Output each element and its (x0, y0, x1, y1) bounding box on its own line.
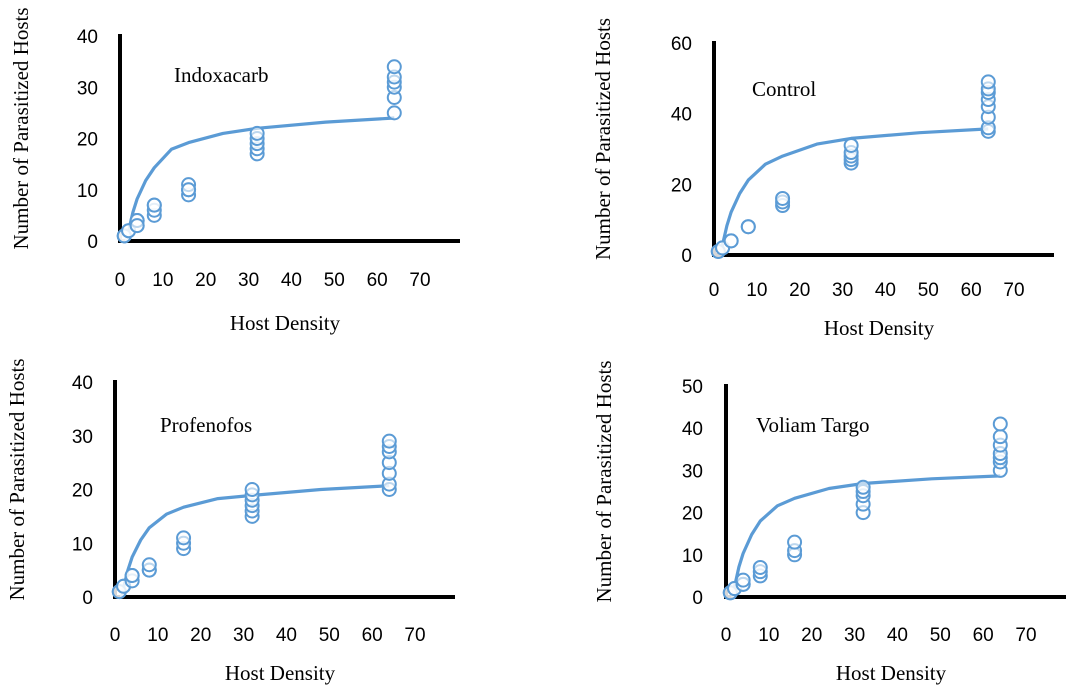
y-tick-label: 0 (692, 588, 703, 609)
y-tick-label: 40 (682, 419, 703, 440)
data-point (386, 59, 402, 75)
data-point (992, 416, 1008, 432)
y-tick-label: 20 (682, 504, 703, 525)
y-tick-label: 60 (671, 34, 692, 55)
panel-title: Voliam Targo (756, 413, 869, 437)
data-point (980, 74, 996, 90)
data-point (129, 218, 145, 234)
x-tick-label: 20 (190, 625, 211, 646)
x-tick-label: 10 (746, 280, 767, 301)
y-tick-label: 10 (72, 534, 93, 555)
x-tick-label: 70 (404, 625, 425, 646)
y-axis-title: Number of Parasitized Hosts (5, 358, 29, 600)
y-tick-label: 20 (77, 130, 98, 151)
x-tick-label: 60 (973, 625, 994, 646)
data-point (141, 557, 157, 573)
data-point (992, 429, 1008, 445)
panel-1: 0 10 20 30 40 0 10 20 30 40 50 60 70 Host Density Numb… (9, 7, 460, 335)
x-tick-label: 70 (1003, 280, 1024, 301)
data-point (181, 182, 197, 198)
y-axis-title: Number of Parasitized Hosts (591, 18, 615, 260)
x-axis-title: Host Density (836, 661, 947, 685)
x-tick-label: 10 (758, 625, 779, 646)
y-tick-label: 30 (77, 78, 98, 99)
data-point (244, 482, 260, 497)
x-tick-label: 30 (832, 280, 853, 301)
data-point (740, 219, 756, 235)
y-tick-label: 50 (682, 377, 703, 398)
y-tick-label: 40 (77, 27, 98, 48)
data-point (855, 479, 871, 495)
x-tick-label: 10 (147, 625, 168, 646)
x-tick-label: 40 (281, 270, 302, 291)
panel-title: Control (752, 77, 816, 101)
data-point (775, 190, 791, 206)
x-tick-label: 60 (362, 625, 383, 646)
data-point (752, 559, 768, 575)
y-axis-title: Number of Parasitized Hosts (592, 360, 616, 602)
data-point (787, 534, 803, 550)
x-tick-label: 0 (709, 280, 720, 301)
y-tick-label: 20 (671, 175, 692, 196)
x-tick-label: 0 (115, 270, 126, 291)
data-point (249, 125, 265, 141)
panel-2: 0 20 40 60 0 10 20 30 40 50 60 70 Host Density Number… (591, 18, 1054, 340)
x-tick-label: 30 (238, 270, 259, 291)
x-tick-label: 50 (918, 280, 939, 301)
data-point (843, 137, 859, 153)
data-point (723, 233, 739, 249)
x-tick-label: 60 (367, 270, 388, 291)
x-tick-label: 50 (930, 625, 951, 646)
y-axis-title: Number of Parasitized Hosts (9, 7, 33, 249)
data-point (381, 433, 397, 449)
y-tick-label: 40 (72, 373, 93, 394)
panel-3: 0 10 20 30 40 0 10 20 30 40 50 60 70 Host Density Numb… (5, 358, 455, 685)
y-tick-label: 10 (682, 546, 703, 567)
x-tick-label: 20 (195, 270, 216, 291)
x-axis-title: Host Density (230, 311, 341, 335)
data-point (735, 572, 751, 588)
trend-line (730, 474, 1001, 598)
y-tick-label: 30 (72, 427, 93, 448)
x-tick-label: 30 (233, 625, 254, 646)
x-axis-title: Host Density (824, 316, 935, 340)
data-point (124, 568, 140, 583)
x-tick-label: 40 (887, 625, 908, 646)
data-point (176, 530, 192, 546)
x-tick-label: 20 (801, 625, 822, 646)
x-tick-label: 70 (409, 270, 430, 291)
x-tick-label: 30 (844, 625, 865, 646)
data-point (146, 197, 162, 213)
x-tick-label: 0 (110, 625, 121, 646)
y-tick-label: 0 (82, 588, 93, 609)
x-tick-label: 10 (152, 270, 173, 291)
panel-4: 0 10 20 30 40 50 0 10 20 30 40 50 60 70 Host Density Nu… (592, 360, 1066, 685)
panel-title: Indoxacarb (174, 63, 268, 87)
trend-line (718, 127, 989, 256)
y-tick-label: 30 (682, 461, 703, 482)
y-tick-label: 0 (87, 232, 98, 253)
x-tick-label: 0 (721, 625, 732, 646)
x-tick-label: 20 (789, 280, 810, 301)
x-axis-title: Host Density (225, 661, 336, 685)
y-tick-label: 10 (77, 181, 98, 202)
panel-title: Profenofos (160, 413, 252, 437)
x-tick-label: 50 (319, 625, 340, 646)
x-tick-label: 70 (1015, 625, 1036, 646)
y-tick-label: 20 (72, 481, 93, 502)
x-tick-label: 60 (961, 280, 982, 301)
x-tick-label: 40 (276, 625, 297, 646)
data-point (386, 105, 402, 121)
x-tick-label: 50 (324, 270, 345, 291)
y-tick-label: 0 (681, 246, 692, 267)
x-tick-label: 40 (875, 280, 896, 301)
y-tick-label: 40 (671, 105, 692, 126)
